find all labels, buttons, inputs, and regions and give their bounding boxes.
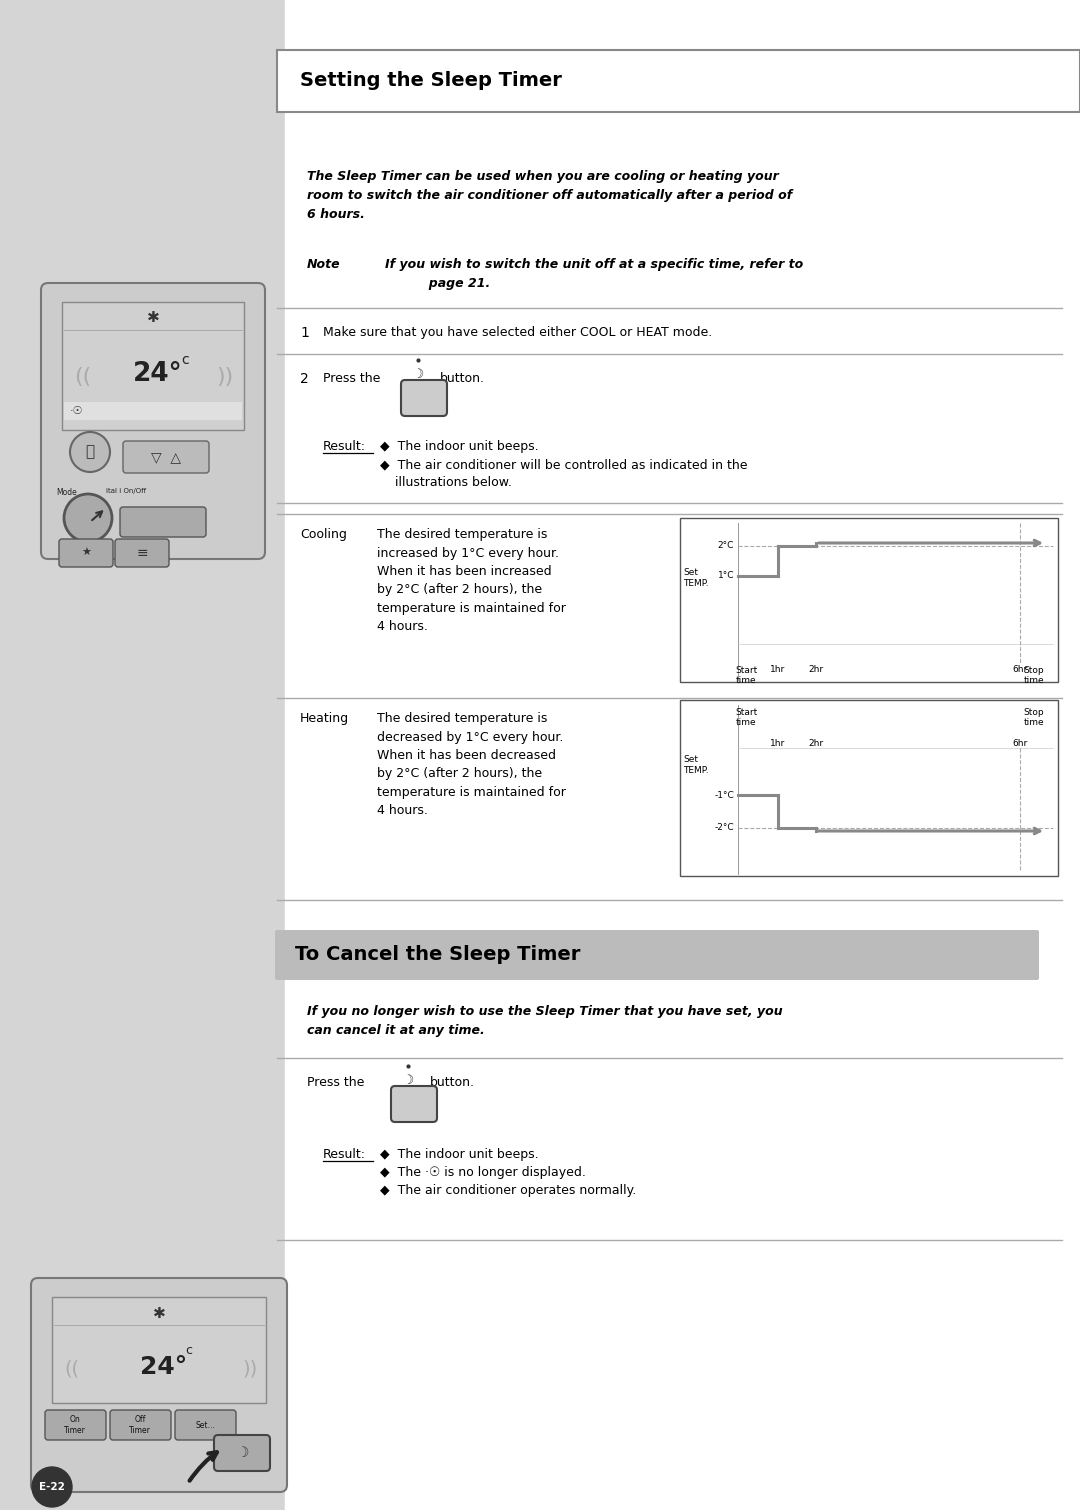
Text: 24°: 24° xyxy=(140,1354,188,1379)
Text: Start
time: Start time xyxy=(734,666,757,686)
Bar xyxy=(62,302,244,430)
FancyBboxPatch shape xyxy=(120,507,206,538)
Bar xyxy=(52,1297,266,1403)
Text: 6hr: 6hr xyxy=(1012,738,1028,747)
Text: ✱: ✱ xyxy=(152,1306,165,1321)
Text: button.: button. xyxy=(430,1077,475,1089)
Text: Off
Timer: Off Timer xyxy=(130,1415,151,1434)
Text: 1hr: 1hr xyxy=(770,738,785,747)
Text: The Sleep Timer can be used when you are cooling or heating your
room to switch : The Sleep Timer can be used when you are… xyxy=(307,171,793,220)
FancyBboxPatch shape xyxy=(123,441,210,473)
FancyBboxPatch shape xyxy=(275,930,1039,980)
Bar xyxy=(64,402,242,420)
Text: E-22: E-22 xyxy=(39,1481,65,1492)
Text: Mode: Mode xyxy=(56,488,77,497)
Text: ◆  The indoor unit beeps.: ◆ The indoor unit beeps. xyxy=(380,439,539,453)
Text: 2hr: 2hr xyxy=(809,664,824,673)
Text: The desired temperature is
increased by 1°C every hour.
When it has been increas: The desired temperature is increased by … xyxy=(377,528,566,634)
Text: If you wish to switch the unit off at a specific time, refer to
          page 2: If you wish to switch the unit off at a … xyxy=(384,258,804,290)
Text: c: c xyxy=(181,353,189,367)
Text: button.: button. xyxy=(440,371,485,385)
Bar xyxy=(285,0,1080,1510)
Text: If you no longer wish to use the Sleep Timer that you have set, you
can cancel i: If you no longer wish to use the Sleep T… xyxy=(307,1006,783,1037)
FancyBboxPatch shape xyxy=(214,1434,270,1471)
Text: ◆  The indoor unit beeps.: ◆ The indoor unit beeps. xyxy=(380,1148,539,1161)
Bar xyxy=(0,0,285,1510)
FancyBboxPatch shape xyxy=(175,1410,237,1441)
Text: Make sure that you have selected either COOL or HEAT mode.: Make sure that you have selected either … xyxy=(323,326,712,340)
FancyBboxPatch shape xyxy=(45,1410,106,1441)
Text: ☽: ☽ xyxy=(413,368,424,381)
Text: Stop
time: Stop time xyxy=(1024,708,1044,728)
Text: Setting the Sleep Timer: Setting the Sleep Timer xyxy=(300,71,562,89)
Text: To Cancel the Sleep Timer: To Cancel the Sleep Timer xyxy=(295,945,580,965)
Text: 1°C: 1°C xyxy=(717,571,734,580)
Text: Set
TEMP.: Set TEMP. xyxy=(683,568,708,587)
Text: 1hr: 1hr xyxy=(770,664,785,673)
Text: ★: ★ xyxy=(81,548,91,559)
Circle shape xyxy=(64,494,112,542)
Text: On
Timer: On Timer xyxy=(64,1415,86,1434)
Text: Set
TEMP.: Set TEMP. xyxy=(683,755,708,775)
Text: )): )) xyxy=(243,1359,258,1379)
Text: 1: 1 xyxy=(300,326,309,340)
Text: ·☉: ·☉ xyxy=(70,406,83,415)
Text: Set…: Set… xyxy=(195,1421,215,1430)
Text: ≡: ≡ xyxy=(136,547,148,560)
Text: illustrations below.: illustrations below. xyxy=(395,476,512,489)
Text: Result:: Result: xyxy=(323,1148,366,1161)
Text: 2hr: 2hr xyxy=(809,738,824,747)
Text: Stop
time: Stop time xyxy=(1024,666,1044,686)
Text: Result:: Result: xyxy=(323,439,366,453)
Text: ital i On/Off: ital i On/Off xyxy=(106,488,146,494)
Text: The desired temperature is
decreased by 1°C every hour.
When it has been decreas: The desired temperature is decreased by … xyxy=(377,713,566,817)
Text: ◆  The air conditioner will be controlled as indicated in the: ◆ The air conditioner will be controlled… xyxy=(380,458,747,471)
Text: Start
time: Start time xyxy=(734,708,757,728)
FancyBboxPatch shape xyxy=(59,539,113,566)
FancyBboxPatch shape xyxy=(41,282,265,559)
Circle shape xyxy=(70,432,110,473)
Text: 2°C: 2°C xyxy=(717,542,734,551)
Bar xyxy=(680,518,1058,683)
Bar xyxy=(680,701,1058,876)
FancyBboxPatch shape xyxy=(391,1086,437,1122)
Bar xyxy=(276,50,1080,112)
Text: Cooling: Cooling xyxy=(300,528,347,541)
FancyBboxPatch shape xyxy=(110,1410,171,1441)
Text: ☽: ☽ xyxy=(403,1074,415,1087)
FancyBboxPatch shape xyxy=(401,381,447,415)
Text: -1°C: -1°C xyxy=(714,791,734,799)
Text: ✱: ✱ xyxy=(147,311,160,326)
Text: Note: Note xyxy=(307,258,340,270)
Text: ((: (( xyxy=(75,367,91,387)
Text: ▽  △: ▽ △ xyxy=(151,450,181,464)
FancyBboxPatch shape xyxy=(114,539,168,566)
Text: 2: 2 xyxy=(300,371,309,387)
FancyBboxPatch shape xyxy=(31,1277,287,1492)
Text: ☽: ☽ xyxy=(235,1447,248,1460)
Text: ⏻: ⏻ xyxy=(85,444,95,459)
Text: ◆  The air conditioner operates normally.: ◆ The air conditioner operates normally. xyxy=(380,1184,636,1197)
Text: Heating: Heating xyxy=(300,713,349,725)
Text: )): )) xyxy=(217,367,234,387)
Text: 6hr: 6hr xyxy=(1012,664,1028,673)
Text: ◆  The ·☉ is no longer displayed.: ◆ The ·☉ is no longer displayed. xyxy=(380,1166,585,1179)
Text: -2°C: -2°C xyxy=(714,823,734,832)
Text: Press the: Press the xyxy=(323,371,380,385)
Text: ((: (( xyxy=(64,1359,79,1379)
Circle shape xyxy=(32,1468,72,1507)
Text: 24°: 24° xyxy=(133,361,183,387)
Text: Press the: Press the xyxy=(307,1077,364,1089)
Text: c: c xyxy=(185,1344,192,1357)
